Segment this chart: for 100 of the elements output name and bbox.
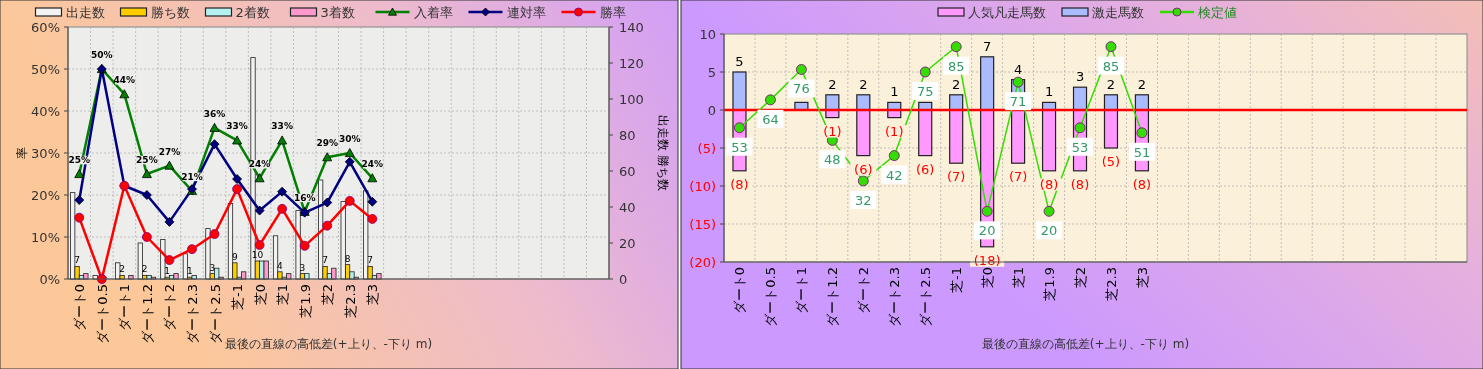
data-label: 36% <box>203 108 226 119</box>
y2-tick-label: 0 <box>619 272 628 287</box>
data-label: (8) <box>1070 176 1090 192</box>
y2-tick-label: 140 <box>619 20 644 35</box>
x-tick-label: 芝0 <box>980 267 996 289</box>
data-label: (6) <box>854 161 873 177</box>
legend-label: 検定値 <box>1198 5 1237 20</box>
data-label: 30% <box>339 134 361 144</box>
x-tick-label: ダート1.2 <box>139 284 155 344</box>
y2-tick-label: 60 <box>619 164 636 179</box>
data-label: (8) <box>1132 176 1152 192</box>
data-label: (5) <box>1101 154 1121 169</box>
data-label: 7 <box>983 38 992 54</box>
y-tick-label: 60% <box>31 20 60 35</box>
data-label: 3 <box>299 262 306 273</box>
data-label: 44% <box>113 75 136 86</box>
data-label: 10 <box>251 250 264 260</box>
data-label: 25% <box>136 155 158 165</box>
legend-label: 勝率 <box>599 5 626 20</box>
y-tick-label: (10) <box>689 179 716 194</box>
x-tick-label: ダート2 <box>856 267 872 315</box>
x-tick-label: ダート0.5 <box>94 284 110 344</box>
x-tick-label: 芝1 <box>275 284 291 306</box>
data-label: 51 <box>1133 144 1151 160</box>
legend-label: 2着数 <box>235 5 270 20</box>
legend-label: 激走馬数 <box>1092 5 1144 20</box>
x-tick-label: 芝0 <box>252 284 268 306</box>
data-label: (1) <box>823 123 842 139</box>
y2-tick-label: 40 <box>619 200 636 215</box>
data-label: 2 <box>828 76 837 92</box>
data-label: 20 <box>978 223 996 239</box>
y-tick-label: 0 <box>707 103 716 118</box>
y-tick-label: 10% <box>31 230 60 245</box>
data-label: 2 <box>141 264 148 275</box>
y-tick-label: (5) <box>697 141 716 156</box>
data-label: 53 <box>1071 139 1089 155</box>
data-label: 7 <box>322 255 328 266</box>
x-tick-label: 芝1 <box>1011 267 1027 289</box>
x-tick-label: 芝2 <box>1073 267 1089 289</box>
data-label: 53 <box>731 139 748 155</box>
legend-label: 連対率 <box>506 5 546 20</box>
y-axis-title: 率 <box>15 147 29 159</box>
y-tick-label: 0% <box>39 272 60 287</box>
y2-tick-label: 80 <box>619 128 636 143</box>
data-label: 3 <box>1075 69 1085 85</box>
y-tick-label: 10 <box>699 27 716 42</box>
data-label: (7) <box>946 169 966 185</box>
data-label: 48 <box>824 152 841 168</box>
x-tick-label: ダート2.5 <box>918 267 934 327</box>
data-label: (8) <box>730 176 749 192</box>
data-label: 1 <box>890 84 899 100</box>
data-label: 85 <box>1102 58 1120 74</box>
x-tick-label: 芝2 <box>320 284 336 306</box>
data-label: 21% <box>181 171 203 182</box>
data-label: 24% <box>248 159 271 170</box>
data-label: 27% <box>158 146 181 157</box>
x-tick-label: 芝-1 <box>949 267 965 293</box>
data-label: 24% <box>361 159 384 170</box>
y-tick-label: (15) <box>689 217 716 232</box>
x-tick-label: ダート1.2 <box>825 267 841 327</box>
data-label: 25% <box>68 155 91 165</box>
y-tick-label: 5 <box>707 65 716 80</box>
y2-tick-label: 120 <box>619 56 644 71</box>
data-label: 2 <box>119 264 126 275</box>
x-tick-label: 芝2.3 <box>1103 267 1119 301</box>
data-label: (1) <box>885 123 904 139</box>
data-label: 4 <box>1013 61 1023 77</box>
legend-label: 勝ち数 <box>150 5 190 20</box>
data-label: 16% <box>293 192 316 203</box>
x-tick-label: ダート2.3 <box>887 267 903 327</box>
legend-label: 3着数 <box>320 5 355 20</box>
x-tick-label: ダート2.5 <box>207 284 223 344</box>
data-label: 64 <box>762 111 779 127</box>
data-label: 42 <box>886 167 903 183</box>
x-tick-label: ダート0 <box>72 284 88 332</box>
data-label: 1 <box>1044 84 1054 100</box>
y-tick-label: 20% <box>31 188 60 203</box>
data-label: 71 <box>1009 94 1027 110</box>
legend-label: 人気凡走馬数 <box>968 5 1046 20</box>
y-tick-label: 30% <box>31 146 60 161</box>
data-label: (7) <box>1008 169 1028 185</box>
x-axis-title: 最後の直線の高低差(+上り、-下り m) <box>224 337 433 351</box>
data-label: 9 <box>232 251 238 262</box>
x-tick-label: 芝-1 <box>230 284 246 310</box>
data-label: 1 <box>186 266 193 277</box>
legend-label: 入着率 <box>413 5 453 20</box>
x-tick-label: 芝3 <box>365 284 381 306</box>
data-label: 29% <box>316 138 338 149</box>
data-label: 4 <box>277 260 284 271</box>
x-tick-label: 芝3 <box>1134 267 1150 289</box>
data-label: 2 <box>952 76 961 92</box>
data-label: 5 <box>735 54 744 69</box>
data-label: 7 <box>74 255 80 266</box>
data-label: 20 <box>1040 223 1058 239</box>
data-label: (6) <box>916 161 935 177</box>
data-label: 1 <box>164 266 171 277</box>
data-label: 75 <box>916 84 934 99</box>
x-tick-label: ダート1 <box>794 267 810 315</box>
x-tick-label: ダート2.3 <box>184 284 200 344</box>
data-label: 50% <box>91 50 113 60</box>
